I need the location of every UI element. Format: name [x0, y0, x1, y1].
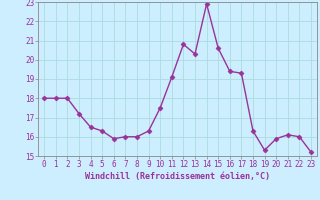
X-axis label: Windchill (Refroidissement éolien,°C): Windchill (Refroidissement éolien,°C)	[85, 172, 270, 181]
